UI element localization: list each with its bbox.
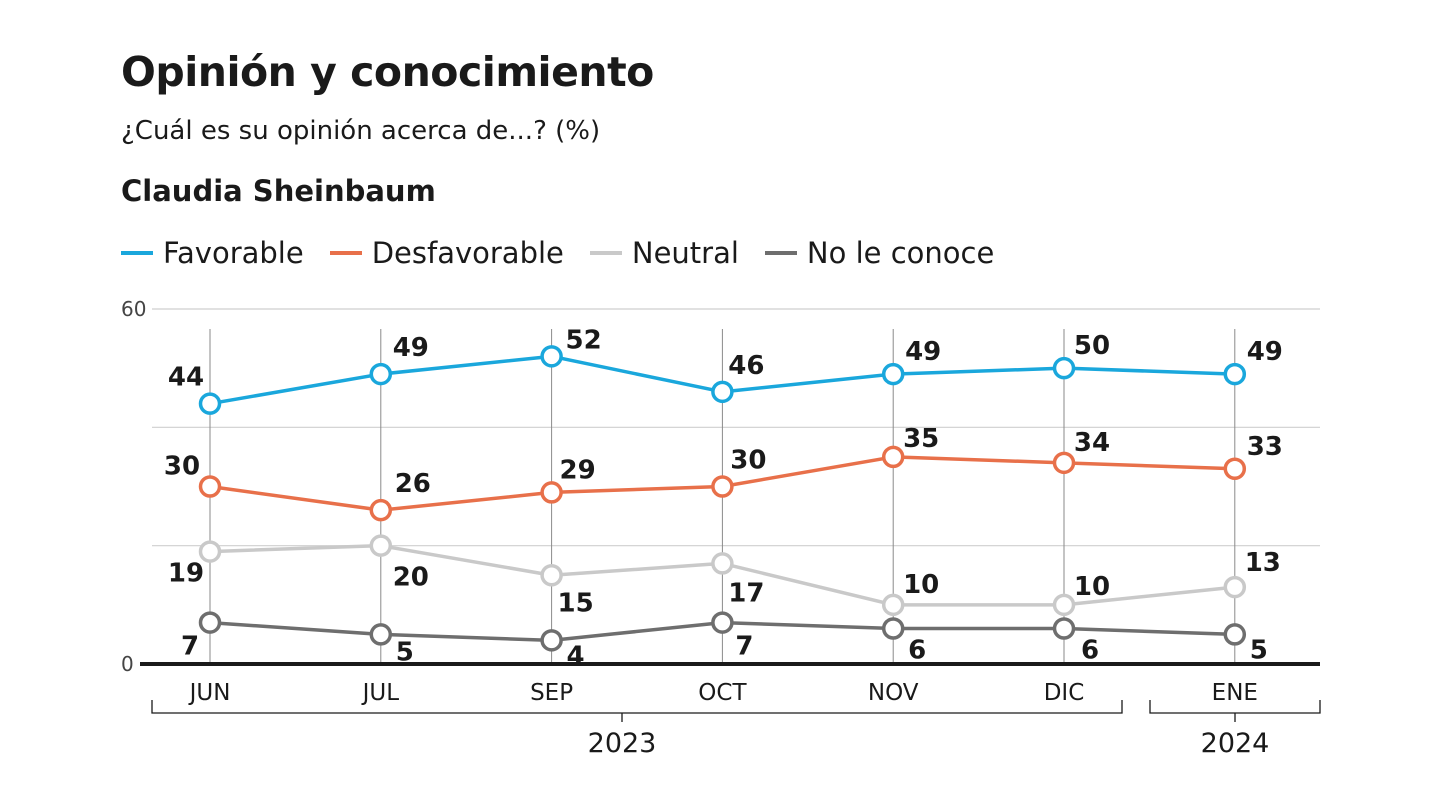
legend: Favorable Desfavorable Neutral No le con… bbox=[121, 236, 1020, 270]
point-neutral-nov bbox=[881, 593, 905, 617]
point-no-le-conoce-sep bbox=[540, 629, 563, 652]
x-tick-label-jul: JUL bbox=[361, 680, 400, 706]
data-label-no-le-conoce-jul: 5 bbox=[396, 637, 414, 667]
point-desfavorable-ene bbox=[1223, 457, 1247, 480]
year-label-2023: 2023 bbox=[588, 728, 657, 759]
point-neutral-sep bbox=[540, 564, 563, 587]
data-label-desfavorable-nov: 35 bbox=[903, 424, 939, 454]
point-neutral-oct bbox=[711, 552, 734, 575]
point-desfavorable-sep bbox=[540, 481, 563, 504]
data-label-no-le-conoce-jun: 7 bbox=[181, 632, 199, 662]
point-no-le-conoce-jun bbox=[198, 611, 222, 634]
data-label-neutral-ene: 13 bbox=[1245, 548, 1281, 578]
year-bracket-2023 bbox=[151, 700, 1123, 722]
point-favorable-dic bbox=[1052, 356, 1076, 380]
x-tick-label-oct: OCT bbox=[698, 680, 747, 706]
point-no-le-conoce-ene bbox=[1223, 623, 1247, 646]
data-label-favorable-sep: 52 bbox=[566, 325, 602, 355]
legend-swatch-desfavorable bbox=[329, 251, 362, 255]
point-no-le-conoce-nov bbox=[881, 617, 905, 640]
year-label-2024: 2024 bbox=[1201, 728, 1270, 759]
point-desfavorable-jul bbox=[369, 498, 393, 522]
legend-swatch-neutral bbox=[589, 251, 622, 255]
data-label-favorable-ene: 49 bbox=[1247, 337, 1283, 367]
point-no-le-conoce-oct bbox=[711, 611, 734, 634]
point-neutral-jul bbox=[369, 534, 393, 557]
person-name: Claudia Sheinbaum bbox=[121, 174, 436, 208]
point-desfavorable-dic bbox=[1052, 451, 1076, 475]
legend-item-favorable: Favorable bbox=[121, 236, 304, 270]
data-label-favorable-oct: 46 bbox=[728, 351, 764, 381]
point-favorable-ene bbox=[1223, 362, 1247, 386]
x-tick-label-nov: NOV bbox=[868, 680, 919, 706]
year-bracket-2024 bbox=[1149, 700, 1321, 722]
data-label-desfavorable-sep: 29 bbox=[560, 455, 596, 485]
point-desfavorable-nov bbox=[881, 445, 905, 469]
data-label-favorable-jul: 49 bbox=[393, 333, 429, 363]
legend-label-desfavorable: Desfavorable bbox=[371, 236, 564, 270]
legend-label-neutral: Neutral bbox=[631, 236, 739, 270]
data-label-neutral-nov: 10 bbox=[903, 570, 939, 600]
y-tick-label-0: 0 bbox=[121, 652, 134, 676]
point-desfavorable-oct bbox=[711, 475, 734, 498]
legend-label-favorable: Favorable bbox=[163, 236, 304, 270]
point-favorable-sep bbox=[540, 345, 563, 368]
point-favorable-jul bbox=[369, 362, 393, 386]
point-neutral-jun bbox=[198, 540, 222, 563]
y-tick-label-60: 60 bbox=[121, 297, 146, 321]
legend-swatch-no-le-conoce bbox=[764, 251, 797, 255]
point-neutral-dic bbox=[1052, 593, 1076, 617]
legend-swatch-favorable bbox=[121, 251, 153, 255]
data-label-desfavorable-ene: 33 bbox=[1247, 432, 1283, 462]
x-tick-label-sep: SEP bbox=[530, 680, 573, 706]
point-no-le-conoce-jul bbox=[369, 623, 393, 646]
legend-item-neutral: Neutral bbox=[589, 236, 739, 270]
point-desfavorable-jun bbox=[198, 475, 222, 498]
data-label-neutral-jun: 19 bbox=[168, 559, 204, 589]
data-label-favorable-nov: 49 bbox=[905, 337, 941, 367]
data-label-desfavorable-dic: 34 bbox=[1074, 428, 1110, 458]
data-label-no-le-conoce-dic: 6 bbox=[1081, 636, 1099, 666]
point-favorable-oct bbox=[711, 380, 734, 404]
data-label-no-le-conoce-ene: 5 bbox=[1250, 635, 1268, 665]
chart-subtitle: ¿Cuál es su opinión acerca de...? (%) bbox=[121, 116, 601, 146]
legend-item-no-le-conoce: No le conoce bbox=[764, 236, 995, 270]
data-label-favorable-dic: 50 bbox=[1074, 331, 1110, 361]
data-label-desfavorable-jun: 30 bbox=[164, 452, 200, 482]
data-label-no-le-conoce-oct: 7 bbox=[735, 632, 753, 662]
legend-item-desfavorable: Desfavorable bbox=[329, 236, 564, 270]
x-tick-label-jun: JUN bbox=[188, 680, 231, 706]
legend-label-no-le-conoce: No le conoce bbox=[806, 236, 995, 270]
data-label-neutral-jul: 20 bbox=[393, 563, 429, 593]
data-label-no-le-conoce-sep: 4 bbox=[567, 641, 585, 671]
point-favorable-jun bbox=[198, 392, 222, 415]
point-neutral-ene bbox=[1223, 575, 1247, 599]
data-label-no-le-conoce-nov: 6 bbox=[908, 636, 926, 666]
chart-title: Opinión y conocimiento bbox=[121, 48, 654, 96]
x-tick-label-dic: DIC bbox=[1044, 680, 1085, 706]
data-label-neutral-sep: 15 bbox=[558, 588, 594, 618]
data-label-desfavorable-oct: 30 bbox=[730, 446, 766, 476]
data-label-desfavorable-jul: 26 bbox=[395, 469, 431, 499]
data-label-neutral-oct: 17 bbox=[728, 578, 764, 608]
x-tick-label-ene: ENE bbox=[1212, 680, 1258, 706]
data-label-neutral-dic: 10 bbox=[1074, 572, 1110, 602]
point-no-le-conoce-dic bbox=[1052, 617, 1076, 640]
point-favorable-nov bbox=[881, 362, 905, 386]
data-label-favorable-jun: 44 bbox=[168, 363, 204, 393]
